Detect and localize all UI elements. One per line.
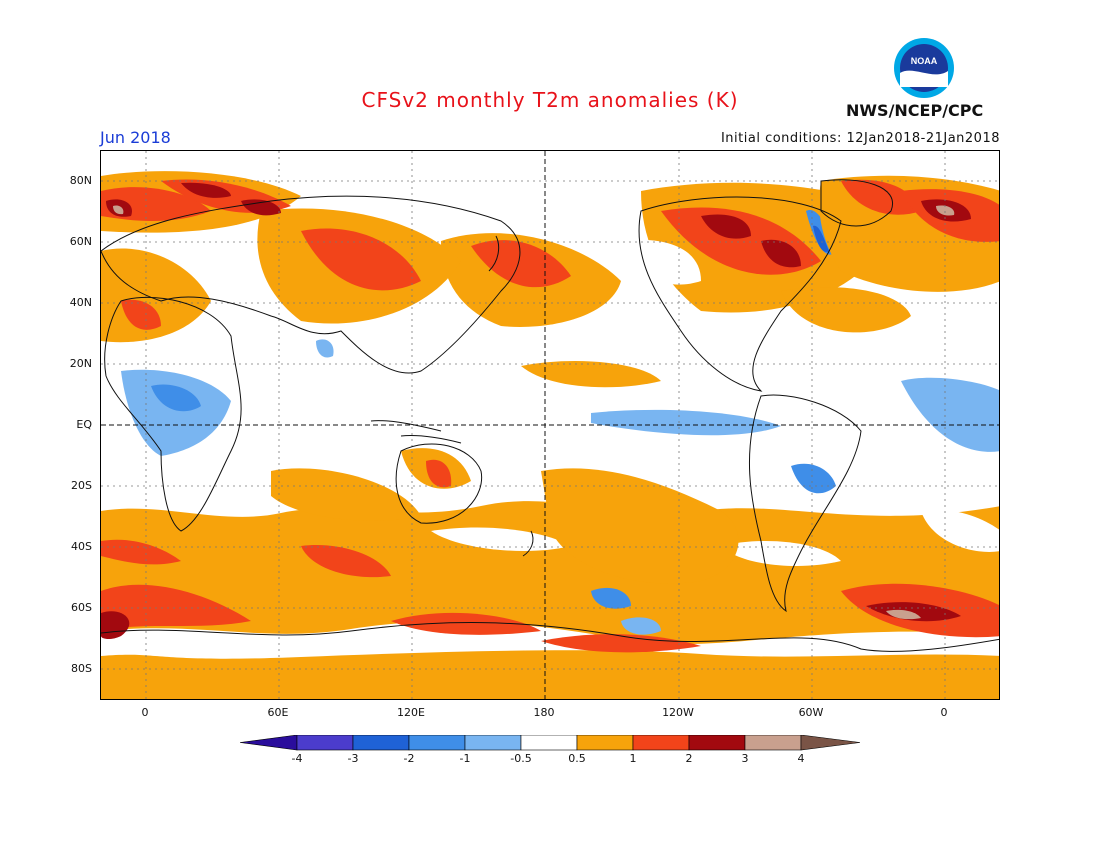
indian-south-warm — [271, 468, 421, 521]
south-red-4 — [541, 634, 701, 653]
colorbar-label: -3 — [347, 752, 359, 765]
colorbar-label: 1 — [629, 752, 637, 765]
south-white-3 — [921, 509, 999, 552]
coastlines — [101, 179, 999, 652]
south-dark-5 — [866, 602, 961, 622]
coast-australia — [395, 443, 483, 524]
arctic-brown-1 — [113, 205, 124, 215]
map-title: CFSv2 monthly T2m anomalies (K) — [361, 88, 739, 112]
africa-cool — [121, 369, 231, 456]
south-brown-5 — [886, 609, 921, 620]
initial-conditions-label: Initial conditions: 12Jan2018-21Jan2018 — [720, 131, 1000, 146]
logo-lettering: NOAA — [911, 56, 938, 66]
lat-label-20s: 20S — [71, 479, 92, 492]
colorbar-segment — [520, 735, 578, 751]
anomaly-map — [100, 150, 1000, 700]
europe-red — [121, 299, 161, 330]
samerica-cool — [791, 463, 836, 494]
north-pacific-red — [471, 240, 571, 288]
lon-label-120w: 120W — [662, 706, 694, 719]
east-atl-brown — [936, 205, 955, 216]
colorbar-label: 3 — [741, 752, 749, 765]
colorbar-segment — [632, 735, 690, 751]
lon-label-60e: 60E — [267, 706, 289, 719]
valid-month-label: Jun 2018 — [100, 128, 171, 147]
colorbar-label: -0.5 — [510, 752, 532, 765]
sp-blue-2 — [621, 617, 661, 635]
lon-label-0: 0 — [141, 706, 149, 719]
noaa-logo: NOAA — [894, 38, 954, 98]
lon-label-0-east: 0 — [940, 706, 948, 719]
south-red-6 — [301, 545, 391, 578]
colorbar-segment — [464, 735, 522, 751]
colorbar-segment — [352, 735, 410, 751]
colorbar-segment — [408, 735, 466, 751]
coast-greenland — [820, 179, 894, 227]
colorbar-segment — [296, 735, 354, 751]
lat-label-40n: 40N — [69, 296, 92, 309]
agency-label: NWS/NCEP/CPC — [846, 101, 984, 120]
arctic-dark-2 — [181, 182, 231, 198]
lon-label-120e: 120E — [397, 706, 425, 719]
lat-label-40s: 40S — [71, 540, 92, 553]
coast-nz — [522, 530, 534, 557]
lon-label-60w: 60W — [798, 706, 824, 719]
colorbar-segment — [800, 735, 860, 751]
asia-red — [301, 228, 421, 291]
india-cool — [316, 339, 334, 358]
australia-red — [426, 459, 452, 488]
colorbar-segment — [688, 735, 746, 751]
lat-label-60n: 60N — [69, 235, 92, 248]
colorbar-label: 0.5 — [568, 752, 586, 765]
lon-label-180: 180 — [533, 706, 555, 719]
europe-warm — [101, 248, 211, 343]
south-red-7 — [101, 539, 181, 565]
south-red-1 — [101, 584, 251, 631]
central-pacific-warm — [521, 361, 661, 388]
lat-label-80n: 80N — [69, 174, 92, 187]
sp-blue-1 — [591, 587, 631, 609]
north-white-2 — [211, 255, 257, 293]
lat-label-80s: 80S — [71, 662, 92, 675]
coast-japan — [488, 235, 500, 272]
na-dark-2 — [761, 239, 801, 268]
arctic-dark-3 — [241, 199, 281, 216]
coast-north-america — [638, 196, 842, 392]
coast-eurasia — [101, 195, 521, 374]
south-pacific-warm — [541, 468, 739, 584]
lat-label-20n: 20N — [69, 357, 92, 370]
south-red-3 — [391, 612, 541, 635]
colorbar-label: -2 — [403, 752, 415, 765]
colorbar-segment — [744, 735, 802, 751]
anomaly-field — [101, 151, 999, 699]
na-dark-1 — [701, 214, 751, 239]
coast-africa — [104, 296, 242, 532]
pacific-eq-cool — [591, 409, 781, 436]
coast-antarctica — [101, 622, 999, 652]
lat-label-eq: EQ — [76, 418, 92, 431]
atlantic-cool — [901, 377, 999, 452]
africa-cool-core — [151, 384, 201, 412]
colorbar-label: -4 — [291, 752, 303, 765]
colorbar-segment — [576, 735, 634, 751]
colorbar-label: 4 — [797, 752, 805, 765]
greenland-cool-core — [813, 225, 829, 252]
coast-indonesia — [370, 420, 462, 444]
atlantic-north-red — [841, 179, 921, 215]
colorbar-segment — [240, 735, 298, 751]
south-white-1 — [431, 527, 571, 551]
colorbar-label: -1 — [459, 752, 471, 765]
colorbar — [240, 735, 860, 751]
colorbar-label: 2 — [685, 752, 693, 765]
lat-label-60s: 60S — [71, 601, 92, 614]
subtropic-atlantic-warm — [781, 287, 911, 333]
coast-south-america — [749, 394, 862, 613]
graticule — [101, 151, 999, 699]
